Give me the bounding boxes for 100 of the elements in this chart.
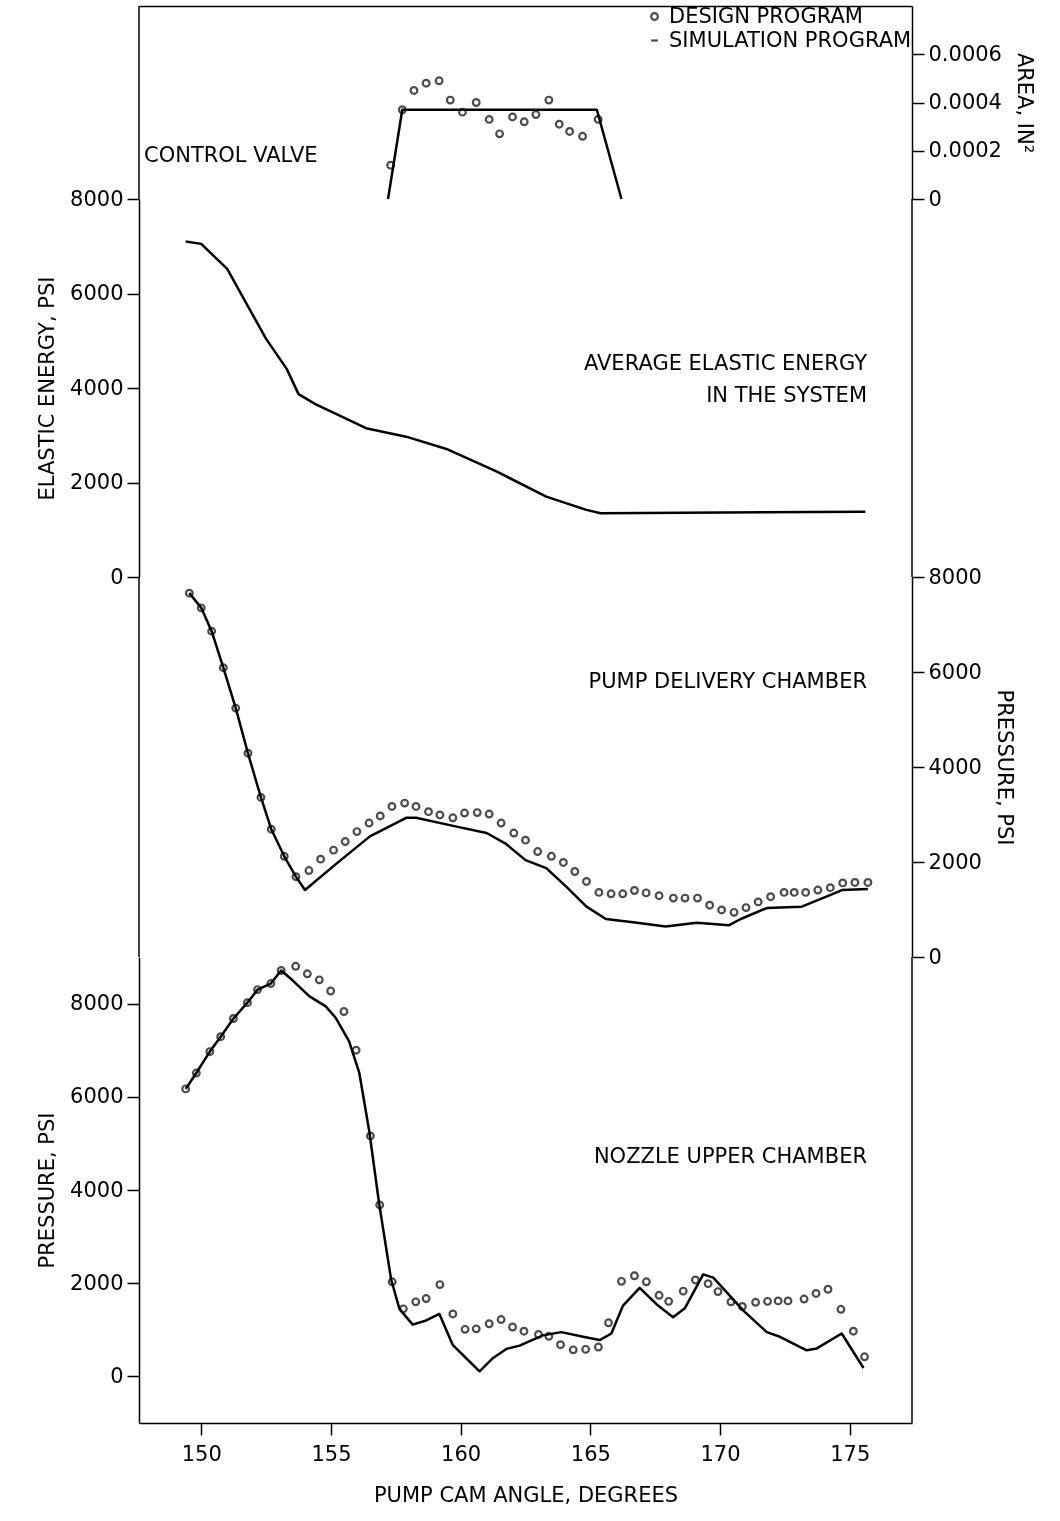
y-tick-label: 6000 [70, 281, 124, 305]
point [484, 1319, 494, 1329]
point [365, 1131, 375, 1141]
point [387, 801, 397, 811]
point [690, 1275, 700, 1285]
point [228, 1014, 238, 1023]
y-tick-label: 4000 [70, 375, 124, 400]
point [421, 78, 431, 88]
point [783, 1296, 793, 1306]
x-tick-label: 150 [181, 1441, 222, 1466]
y2-tick-label: 6000 [928, 659, 982, 684]
point [753, 897, 763, 907]
point [850, 877, 860, 887]
point [618, 889, 628, 899]
point [582, 877, 591, 886]
point [593, 114, 603, 124]
point [400, 798, 410, 808]
point [242, 998, 252, 1008]
point [471, 1324, 481, 1334]
x-axis-title: PUMP CAM ANGLE, DEGREES [373, 1482, 679, 1507]
point [594, 887, 604, 897]
point [364, 818, 374, 828]
y-tick-label: 8000 [70, 186, 124, 211]
point [509, 828, 519, 838]
point [445, 95, 455, 105]
point [848, 1326, 858, 1336]
point [472, 808, 482, 818]
annotation: NOZZLE UPPER CHAMBER [593, 1144, 867, 1168]
point [813, 885, 823, 895]
point [680, 893, 690, 903]
point [534, 1330, 543, 1339]
point [823, 1284, 833, 1294]
point [664, 1296, 674, 1306]
y2-tick-label: 0.0002 [928, 138, 1002, 163]
point [339, 1007, 349, 1016]
point [617, 1276, 626, 1286]
point [705, 900, 715, 910]
point [435, 1280, 445, 1290]
point [205, 1047, 215, 1057]
point [654, 891, 664, 901]
point [606, 889, 616, 899]
legend-label: DESIGN PROGRAM [669, 3, 863, 28]
point [409, 85, 419, 95]
point [799, 1294, 809, 1304]
point [521, 835, 530, 845]
point [397, 105, 407, 115]
point [496, 818, 506, 828]
point [546, 851, 556, 861]
point [434, 76, 444, 86]
point [495, 129, 505, 139]
point [496, 1315, 506, 1324]
point [533, 847, 543, 856]
point [629, 886, 639, 895]
point [291, 872, 301, 882]
point [508, 112, 517, 122]
y2-tick-label: 0.0006 [928, 41, 1002, 66]
point [789, 887, 799, 897]
point [729, 907, 739, 917]
x-tick-label: 155 [311, 1441, 352, 1466]
point [825, 883, 835, 893]
point [544, 1331, 554, 1341]
point [737, 1302, 747, 1311]
point [471, 98, 481, 107]
point [411, 1297, 421, 1307]
point [253, 985, 262, 995]
point [291, 961, 301, 971]
point [256, 792, 266, 802]
point [565, 127, 575, 136]
y-tick-label: 4000 [70, 1177, 124, 1202]
point [329, 845, 338, 855]
point [836, 1304, 846, 1314]
point [460, 1324, 470, 1334]
y-axis-title: ELASTIC ENERGY, PSI [35, 276, 60, 501]
point [717, 905, 727, 915]
x-tick-label: 160 [441, 1441, 482, 1466]
point [411, 801, 421, 811]
point [544, 95, 554, 105]
point [351, 1045, 361, 1055]
point [243, 748, 253, 758]
point [435, 810, 445, 820]
point [207, 626, 217, 636]
point [448, 1309, 458, 1319]
x-tick-label: 175 [830, 1441, 871, 1466]
point [629, 1271, 639, 1281]
point [531, 110, 541, 120]
point [766, 892, 776, 902]
y-tick-label: 0 [110, 1363, 124, 1388]
point [668, 893, 678, 903]
point [519, 117, 529, 127]
point [196, 603, 206, 613]
point [751, 1297, 761, 1307]
x-tick-label: 170 [700, 1441, 741, 1466]
legend-label: SIMULATION PROGRAM [669, 27, 912, 52]
y-tick-label: 2000 [70, 470, 124, 494]
point [398, 1304, 408, 1314]
y2-tick-label: 0 [928, 186, 942, 211]
point [375, 811, 385, 821]
point [508, 1322, 517, 1332]
point [302, 969, 312, 979]
point [424, 807, 433, 817]
